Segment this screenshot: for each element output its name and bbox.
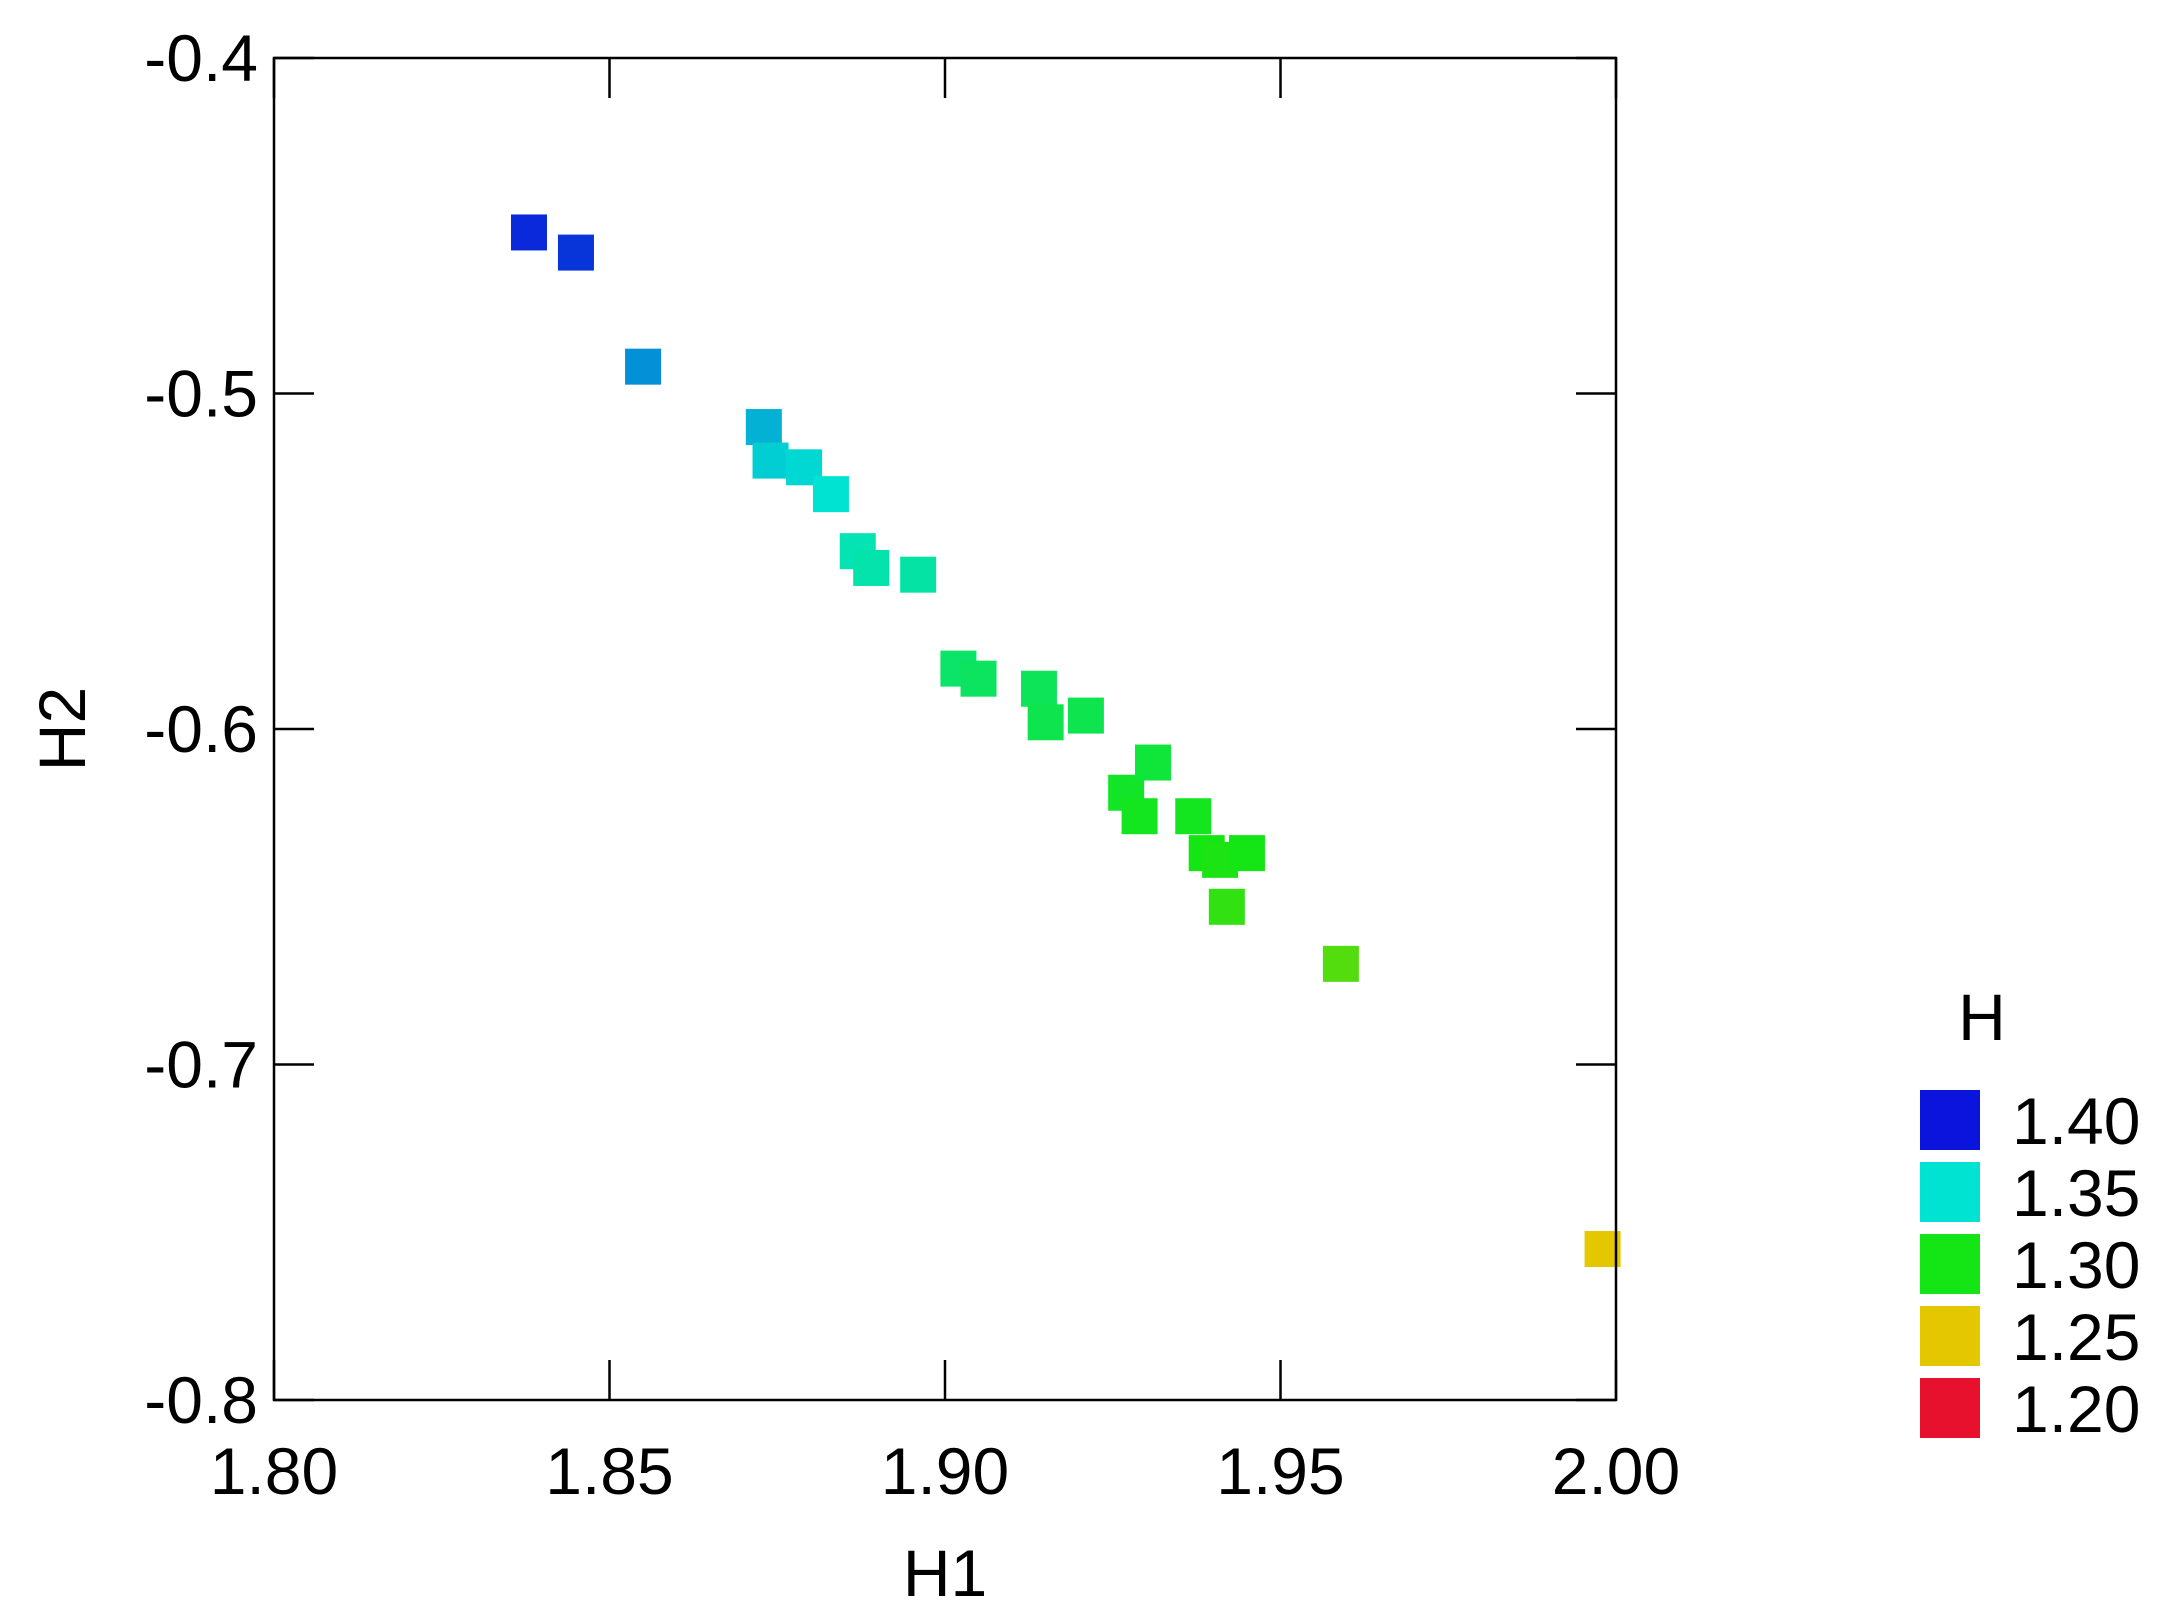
data-point bbox=[625, 348, 662, 385]
y-tick-label: -0.5 bbox=[144, 357, 258, 431]
data-point bbox=[1027, 704, 1064, 741]
legend-swatch bbox=[1920, 1090, 1980, 1150]
data-point bbox=[745, 409, 782, 446]
data-point bbox=[1208, 888, 1245, 925]
data-point bbox=[1322, 945, 1359, 982]
y-tick-label: -0.7 bbox=[144, 1028, 258, 1102]
legend: H 1.401.351.301.251.20 bbox=[1920, 980, 2140, 1446]
y-tick-label: -0.4 bbox=[144, 21, 258, 95]
x-tick-label: 2.00 bbox=[1552, 1434, 1680, 1508]
data-point bbox=[1020, 670, 1057, 707]
plot-frame bbox=[272, 56, 1618, 1402]
legend-label: 1.40 bbox=[2012, 1084, 2140, 1158]
y-axis-ticks: -0.4 -0.5 -0.6 -0.7 -0.8 bbox=[144, 21, 1616, 1437]
legend-label: 1.25 bbox=[2012, 1300, 2140, 1374]
legend-label: 1.35 bbox=[2012, 1156, 2140, 1230]
legend-swatch bbox=[1920, 1378, 1980, 1438]
legend-swatch bbox=[1920, 1306, 1980, 1366]
x-tick-label: 1.85 bbox=[545, 1434, 673, 1508]
data-point bbox=[557, 234, 594, 271]
data-point bbox=[853, 549, 890, 586]
x-axis-ticks: 1.80 1.85 1.90 1.95 2.00 bbox=[210, 58, 1680, 1508]
x-tick-label: 1.90 bbox=[881, 1434, 1009, 1508]
data-point bbox=[812, 476, 849, 513]
data-point bbox=[960, 660, 997, 697]
y-axis-label: H2 bbox=[25, 687, 99, 771]
data-point bbox=[752, 442, 789, 479]
data-point bbox=[1175, 798, 1212, 835]
x-tick-label: 1.95 bbox=[1216, 1434, 1344, 1508]
x-axis-label: H1 bbox=[903, 1536, 987, 1603]
data-point bbox=[1067, 697, 1104, 734]
data-point bbox=[1584, 1231, 1621, 1268]
legend-swatch bbox=[1920, 1162, 1980, 1222]
data-point bbox=[900, 556, 937, 593]
data-point bbox=[510, 214, 547, 251]
data-point bbox=[1121, 798, 1158, 835]
data-point bbox=[1135, 744, 1172, 781]
y-tick-label: -0.6 bbox=[144, 692, 258, 766]
x-tick-label: 1.80 bbox=[210, 1434, 338, 1508]
data-points bbox=[510, 214, 1621, 1268]
legend-swatch bbox=[1920, 1234, 1980, 1294]
legend-label: 1.30 bbox=[2012, 1228, 2140, 1302]
y-tick-label: -0.8 bbox=[144, 1363, 258, 1437]
data-point bbox=[1228, 835, 1265, 872]
legend-label: 1.20 bbox=[2012, 1372, 2140, 1446]
legend-title: H bbox=[1958, 980, 2006, 1054]
